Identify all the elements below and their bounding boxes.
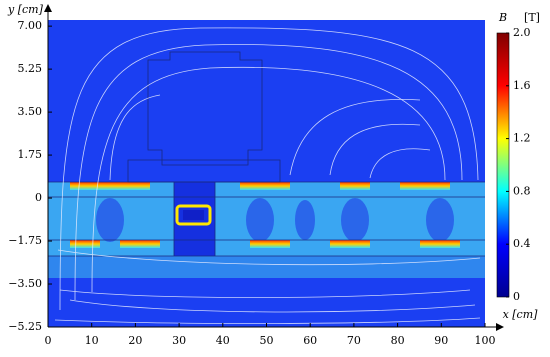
colorbar-tick-label: 0.8 [513, 184, 531, 197]
colorbar [496, 32, 510, 298]
field-map [48, 20, 485, 327]
colorbar-tick-label: 0 [513, 290, 520, 303]
colorbar-tick-label: 1.2 [513, 132, 531, 145]
x-tick-label: 20 [128, 334, 142, 347]
x-tick-label: 70 [347, 334, 361, 347]
x-tick-label: 0 [45, 334, 52, 347]
y-tick-label: 0 [35, 191, 42, 204]
y-tick-label: 5.25 [18, 62, 43, 75]
x-tick-label: 80 [391, 334, 405, 347]
x-tick-label: 100 [475, 334, 496, 347]
y-tick-label: −3.50 [8, 277, 42, 290]
y-tick-label: 3.50 [18, 105, 43, 118]
y-tick-label: −5.25 [8, 320, 42, 333]
colorbar-label: B [498, 11, 507, 24]
axes [44, 4, 504, 331]
y-tick-label: 1.75 [18, 148, 43, 161]
x-tick-label: 30 [172, 334, 186, 347]
y-tick-label: 7.00 [18, 19, 43, 32]
colorbar-unit: [T] [524, 11, 540, 24]
colorbar-tick-label: 2.0 [513, 26, 531, 39]
x-tick-label: 60 [303, 334, 317, 347]
y-axis-label: y [cm] [7, 3, 44, 16]
colorbar-tick-label: 0.4 [513, 237, 531, 250]
x-tick-label: 40 [216, 334, 230, 347]
colorbar-tick-label: 1.6 [513, 79, 531, 92]
x-tick-label: 90 [434, 334, 448, 347]
x-tick-label: 50 [260, 334, 274, 347]
x-axis-label: x [cm] [503, 308, 539, 321]
y-tick-label: −1.75 [8, 234, 42, 247]
x-tick-label: 10 [85, 334, 99, 347]
